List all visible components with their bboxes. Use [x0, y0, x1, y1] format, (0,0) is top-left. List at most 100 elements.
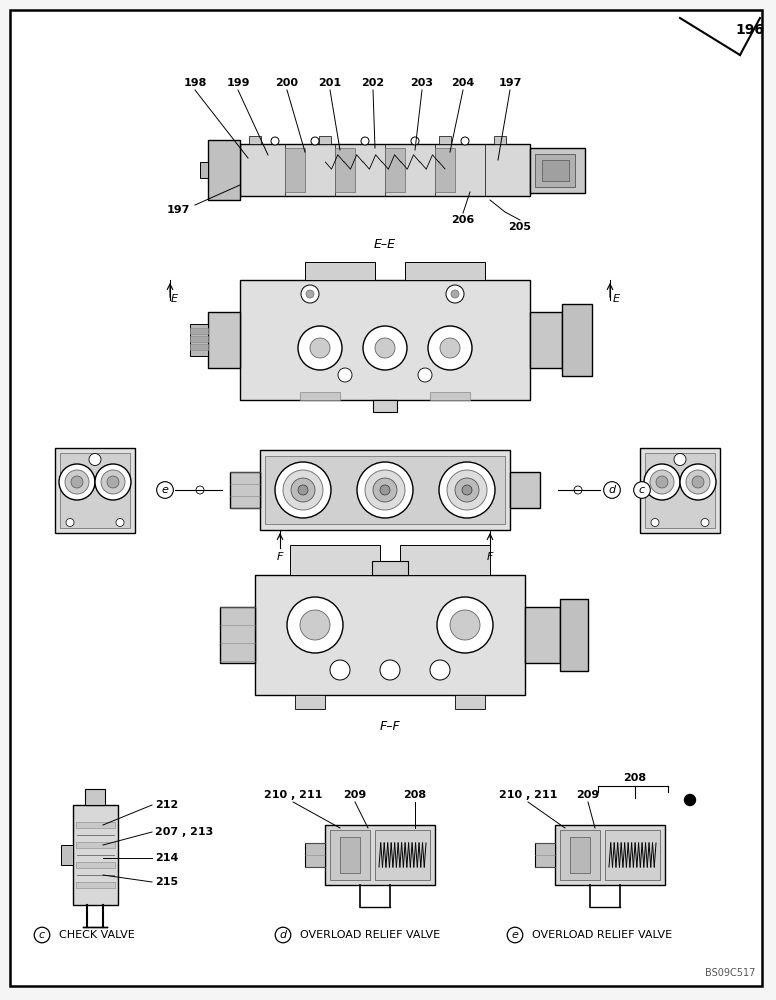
Circle shape: [430, 660, 450, 680]
Text: 208: 208: [623, 773, 646, 783]
Circle shape: [440, 338, 460, 358]
Circle shape: [301, 285, 319, 303]
Text: 196: 196: [736, 23, 764, 37]
Text: OVERLOAD RELIEF VALVE: OVERLOAD RELIEF VALVE: [293, 930, 440, 940]
Circle shape: [437, 597, 493, 653]
Text: 212: 212: [155, 800, 178, 810]
Bar: [208, 140, 240, 200]
Bar: [61, 845, 72, 865]
Bar: [525, 607, 560, 663]
Bar: [295, 695, 325, 709]
Text: c: c: [39, 930, 45, 940]
Bar: [300, 392, 340, 400]
Circle shape: [656, 476, 668, 488]
Bar: [542, 159, 569, 180]
Circle shape: [365, 470, 405, 510]
Bar: [72, 805, 117, 905]
Circle shape: [650, 470, 674, 494]
Circle shape: [330, 660, 350, 680]
Bar: [530, 147, 585, 192]
Text: 199: 199: [227, 78, 250, 88]
Bar: [430, 392, 470, 400]
Bar: [60, 452, 130, 528]
Bar: [55, 448, 135, 532]
Circle shape: [380, 485, 390, 495]
Circle shape: [361, 137, 369, 145]
Bar: [372, 561, 408, 575]
Text: E–E: E–E: [374, 238, 396, 251]
Text: 203: 203: [411, 78, 434, 88]
Text: E: E: [612, 294, 619, 304]
Circle shape: [462, 485, 472, 495]
Text: F: F: [487, 552, 494, 562]
Bar: [255, 575, 525, 695]
Bar: [190, 328, 208, 334]
Bar: [305, 843, 325, 867]
Bar: [340, 837, 360, 873]
Text: 209: 209: [577, 790, 600, 800]
Bar: [562, 304, 592, 376]
Bar: [240, 144, 530, 196]
Circle shape: [95, 464, 131, 500]
Circle shape: [680, 464, 716, 500]
Circle shape: [701, 518, 709, 526]
Text: d: d: [608, 485, 615, 495]
Text: e: e: [511, 930, 518, 940]
Circle shape: [298, 485, 308, 495]
Text: E: E: [171, 294, 178, 304]
Circle shape: [692, 476, 704, 488]
Circle shape: [674, 454, 686, 466]
Circle shape: [196, 486, 204, 494]
Bar: [230, 472, 260, 508]
Circle shape: [684, 794, 695, 806]
Bar: [530, 312, 562, 368]
Bar: [605, 830, 660, 880]
Bar: [265, 456, 505, 524]
Bar: [330, 830, 370, 880]
Bar: [385, 148, 405, 192]
Circle shape: [357, 462, 413, 518]
Circle shape: [65, 470, 89, 494]
Text: 210 , 211: 210 , 211: [264, 790, 322, 800]
Text: 214: 214: [155, 853, 178, 863]
Text: d: d: [279, 930, 286, 940]
Bar: [305, 262, 375, 280]
Circle shape: [310, 338, 330, 358]
Circle shape: [59, 464, 95, 500]
Bar: [190, 344, 208, 350]
Text: 207 , 213: 207 , 213: [155, 827, 213, 837]
Bar: [190, 324, 208, 356]
Circle shape: [89, 454, 101, 466]
Circle shape: [283, 470, 323, 510]
Circle shape: [418, 368, 432, 382]
Text: OVERLOAD RELIEF VALVE: OVERLOAD RELIEF VALVE: [525, 930, 672, 940]
Circle shape: [411, 137, 419, 145]
Text: 205: 205: [508, 222, 532, 232]
Bar: [75, 842, 115, 848]
Text: 215: 215: [155, 877, 178, 887]
Text: 197: 197: [498, 78, 521, 88]
Bar: [435, 148, 455, 192]
Bar: [400, 545, 490, 575]
Circle shape: [428, 326, 472, 370]
Bar: [85, 789, 105, 805]
Bar: [535, 153, 575, 186]
Text: 206: 206: [452, 215, 475, 225]
Text: BS09C517: BS09C517: [705, 968, 755, 978]
Bar: [325, 825, 435, 885]
Circle shape: [380, 660, 400, 680]
Circle shape: [373, 478, 397, 502]
Circle shape: [446, 285, 464, 303]
Circle shape: [455, 478, 479, 502]
Bar: [285, 148, 305, 192]
Bar: [555, 825, 665, 885]
Bar: [208, 312, 240, 368]
Text: e: e: [161, 485, 168, 495]
Circle shape: [311, 137, 319, 145]
Circle shape: [275, 462, 331, 518]
Circle shape: [450, 610, 480, 640]
Bar: [373, 400, 397, 412]
Circle shape: [451, 290, 459, 298]
Text: 202: 202: [362, 78, 385, 88]
Text: F–F: F–F: [379, 720, 400, 733]
